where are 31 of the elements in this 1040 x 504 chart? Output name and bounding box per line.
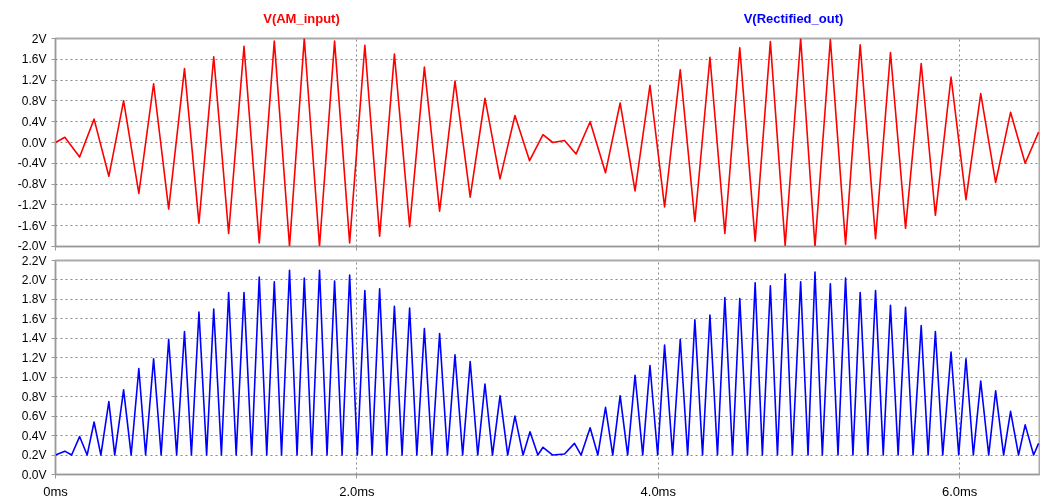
y-tick-label: 0.4V bbox=[21, 428, 47, 443]
y-tick-label: -2.0V bbox=[17, 238, 47, 253]
y-tick-label: 0.2V bbox=[21, 448, 47, 463]
y-tick-label: 1.6V bbox=[21, 311, 47, 326]
y-tick-label: 2.0V bbox=[21, 272, 47, 287]
y-tick-label: 1.6V bbox=[21, 52, 47, 67]
y-tick-label: 0.8V bbox=[21, 93, 47, 108]
y-tick-label: 1.0V bbox=[21, 370, 47, 385]
y-tick-label: 0.0V bbox=[21, 467, 47, 482]
y-tick-label: 0.4V bbox=[21, 114, 47, 129]
x-tick-label: 0ms bbox=[43, 483, 69, 499]
y-tick-label: 1.8V bbox=[21, 292, 47, 307]
y-tick-label: 2V bbox=[31, 31, 47, 46]
y-tick-label: 1.2V bbox=[21, 350, 47, 365]
text: V(Rectified_out) bbox=[743, 11, 844, 26]
y-tick-label: -1.2V bbox=[17, 197, 47, 212]
y-tick-label: 1.2V bbox=[21, 73, 47, 88]
y-tick-label: 1.4V bbox=[21, 331, 47, 346]
y-tick-label: 0.8V bbox=[21, 389, 47, 404]
x-tick-label: 4.0ms bbox=[640, 483, 677, 499]
y-tick-label: -0.8V bbox=[17, 177, 47, 192]
line-series bbox=[55, 269, 1040, 456]
x-tick-label: 2.0ms bbox=[339, 483, 376, 499]
y-tick-label: -0.4V bbox=[17, 156, 47, 171]
series-label: V(AM_input) bbox=[263, 11, 340, 26]
y-tick-label: -1.6V bbox=[17, 218, 47, 233]
y-tick-label: 0.6V bbox=[21, 409, 47, 424]
y-tick-label: 0.0V bbox=[21, 135, 47, 150]
line-series bbox=[55, 38, 1040, 247]
y-tick-label: 2.2V bbox=[21, 253, 47, 268]
x-tick-label: 6.0ms bbox=[941, 483, 978, 499]
